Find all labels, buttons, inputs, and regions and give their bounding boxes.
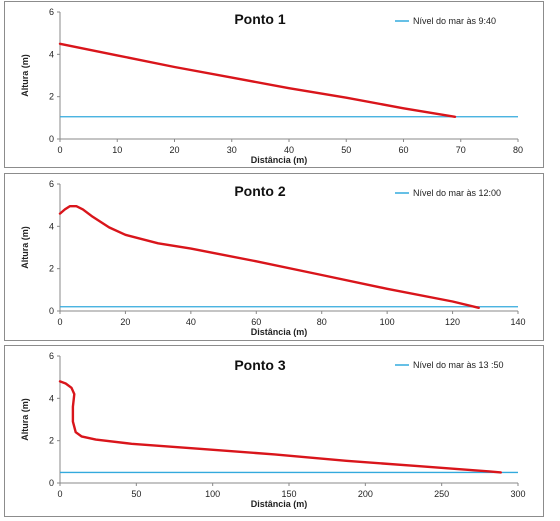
y-tick-label: 4: [49, 49, 54, 59]
x-tick-label: 0: [57, 489, 62, 499]
y-tick-label: 6: [49, 7, 54, 17]
chart-panel-ponto-3: 0 50 100 150 200 250 300 0 2 4 6 Distância (m) Altur…: [4, 345, 544, 517]
chart-ponto-3: 0 50 100 150 200 250 300 0 2 4 6 Distância (m) Altur…: [20, 351, 526, 509]
x-tick-label: 80: [513, 145, 523, 155]
y-tick-label: 4: [49, 393, 54, 403]
y-tick-label: 6: [49, 351, 54, 361]
x-axis-label: Distância (m): [251, 155, 308, 165]
y-tick-label: 6: [49, 179, 54, 189]
chart-ponto-1: 0 10 20 30 40 50 60 70 80 0 2 4 6 Distância (m) Altura…: [20, 7, 523, 165]
x-tick-label: 150: [281, 489, 296, 499]
x-tick-label: 50: [341, 145, 351, 155]
y-axis-label: Altura (m): [20, 226, 30, 269]
legend-label: Nível do mar às 12:00: [413, 188, 501, 198]
y-tick-label: 2: [49, 436, 54, 446]
y-tick-label: 0: [49, 134, 54, 144]
y-tick-label: 0: [49, 306, 54, 316]
beach-profile-line: [58, 42, 457, 119]
x-tick-label: 40: [186, 317, 196, 327]
x-tick-label: 100: [205, 489, 220, 499]
x-tick-label: 20: [169, 145, 179, 155]
chart-ponto-2: 0 20 40 60 80 100 120 140 0 2 4 6 Distância (m) Altur…: [20, 179, 526, 337]
x-tick-label: 0: [57, 145, 62, 155]
x-tick-label: 40: [284, 145, 294, 155]
y-axis-label: Altura (m): [20, 54, 30, 97]
y-tick-label: 4: [49, 221, 54, 231]
y-tick-label: 2: [49, 92, 54, 102]
chart-panel-ponto-2: 0 20 40 60 80 100 120 140 0 2 4 6 Distância (m) Altur…: [4, 173, 544, 341]
x-tick-label: 200: [358, 489, 373, 499]
x-tick-label: 60: [398, 145, 408, 155]
x-tick-label: 80: [317, 317, 327, 327]
x-tick-label: 100: [380, 317, 395, 327]
chart-title: Ponto 2: [234, 183, 286, 199]
chart-title: Ponto 1: [234, 11, 286, 27]
y-tick-label: 2: [49, 264, 54, 274]
beach-profile-line: [58, 205, 480, 310]
x-tick-label: 300: [510, 489, 525, 499]
beach-profile-line: [58, 380, 502, 474]
x-tick-label: 120: [445, 317, 460, 327]
x-tick-label: 0: [57, 317, 62, 327]
x-axis-label: Distância (m): [251, 499, 308, 509]
x-tick-label: 20: [120, 317, 130, 327]
x-tick-label: 250: [434, 489, 449, 499]
legend-label: Nível do mar às 9:40: [413, 16, 496, 26]
x-tick-label: 70: [456, 145, 466, 155]
chart-title: Ponto 3: [234, 357, 286, 373]
x-tick-label: 10: [112, 145, 122, 155]
y-tick-label: 0: [49, 478, 54, 488]
legend-label: Nível do mar às 13 :50: [413, 360, 504, 370]
x-tick-label: 50: [131, 489, 141, 499]
chart-panel-ponto-1: 0 10 20 30 40 50 60 70 80 0 2 4 6 Distância (m) Altura…: [4, 1, 544, 168]
x-tick-label: 60: [251, 317, 261, 327]
x-axis-label: Distância (m): [251, 327, 308, 337]
x-tick-label: 30: [227, 145, 237, 155]
x-tick-label: 140: [510, 317, 525, 327]
y-axis-label: Altura (m): [20, 398, 30, 441]
